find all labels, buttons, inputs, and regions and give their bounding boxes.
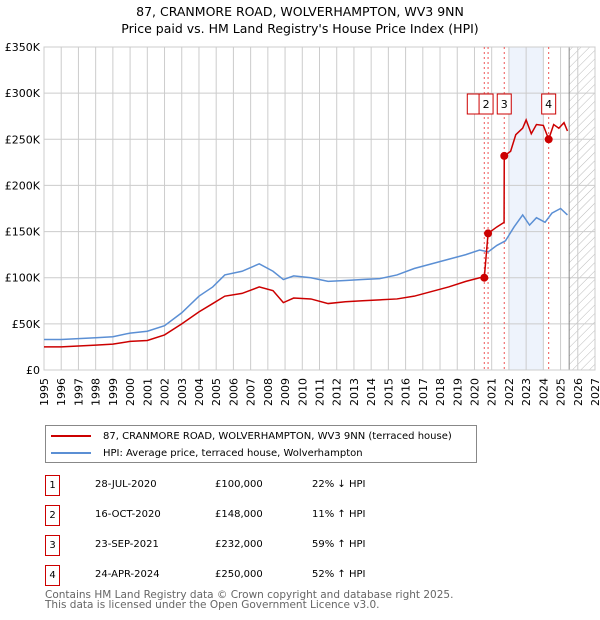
x-tick-label: 2011: [314, 378, 327, 406]
x-tick-label: 2020: [468, 378, 481, 406]
transaction-number: 1: [45, 475, 60, 496]
legend-red-label: 87, CRANMORE ROAD, WOLVERHAMPTON, WV3 9N…: [103, 430, 452, 442]
sale-label: 4: [545, 98, 552, 111]
series-line: [44, 207, 568, 341]
sale-label-box: [496, 93, 512, 115]
sale-point: [544, 135, 553, 144]
x-tick-label: 1999: [107, 378, 120, 406]
sale-point: [484, 229, 493, 238]
x-tick-label: 2018: [434, 378, 447, 406]
x-tick-label: 1997: [72, 378, 85, 406]
x-tick-label: 2024: [537, 378, 550, 406]
sale-label-box: [541, 93, 557, 115]
chart: 1995 1996 1997 1998 1999 2000 2001 2002 2003 2004…: [5, 41, 600, 406]
transaction-row: 4 24-APR-2024 £250,000 52% ↑ HPI: [45, 565, 445, 586]
x-tick-label: 2015: [382, 378, 395, 406]
legend-blue-line: [51, 452, 91, 454]
x-tick-label: 1998: [90, 378, 103, 406]
x-tick-label: 2023: [520, 378, 533, 406]
x-tick-label: 2008: [262, 378, 275, 406]
y-tick-label: £100K: [5, 272, 41, 285]
y-tick-label: £200K: [5, 179, 41, 192]
x-tick-label: 2013: [348, 378, 361, 406]
transaction-number: 3: [45, 535, 60, 556]
forecast-hatch: [569, 47, 595, 370]
x-tick-label: 2009: [279, 378, 292, 406]
sale-label: 2: [483, 98, 490, 111]
y-tick-label: £50K: [12, 318, 41, 331]
transaction-hpi: 52% ↑ HPI: [312, 569, 366, 580]
transaction-date: 24-APR-2024: [95, 569, 160, 580]
x-tick-label: 1995: [38, 378, 51, 406]
footer: Contains HM Land Registry data © Crown c…: [45, 589, 454, 611]
transaction-row: 1 28-JUL-2020 £100,000 22% ↓ HPI: [45, 475, 445, 496]
transaction-hpi: 59% ↑ HPI: [312, 539, 366, 550]
x-tick-label: 2025: [555, 378, 568, 406]
legend-red-line: [51, 435, 91, 437]
x-tick-label: 2002: [159, 378, 172, 406]
x-tick-label: 2016: [400, 378, 413, 406]
transaction-row: 3 23-SEP-2021 £232,000 59% ↑ HPI: [45, 535, 445, 556]
sale-point: [500, 151, 509, 160]
x-tick-label: 1996: [55, 378, 68, 406]
legend-blue-label: HPI: Average price, terraced house, Wolv…: [103, 447, 363, 459]
transaction-row: 2 16-OCT-2020 £148,000 11% ↑ HPI: [45, 505, 445, 526]
x-tick-label: 2012: [331, 378, 344, 406]
footer-line1: Contains HM Land Registry data © Crown c…: [45, 589, 454, 601]
x-tick-label: 2000: [124, 378, 137, 406]
x-tick-label: 2021: [486, 378, 499, 406]
y-tick-label: £300K: [5, 87, 41, 100]
transaction-hpi: 11% ↑ HPI: [312, 509, 366, 520]
y-tick-label: £0: [26, 364, 40, 377]
sale-label: 3: [501, 98, 508, 111]
transaction-date: 23-SEP-2021: [95, 539, 159, 550]
y-tick-label: £250K: [5, 133, 41, 146]
chart-title: 87, CRANMORE ROAD, WOLVERHAMPTON, WV3 9N…: [136, 4, 464, 19]
sale-point: [480, 273, 489, 282]
x-tick-label: 2006: [227, 378, 240, 406]
x-tick-label: 2007: [245, 378, 258, 406]
x-tick-label: 2003: [176, 378, 189, 406]
x-tick-label: 2004: [193, 378, 206, 406]
transaction-price: £148,000: [215, 509, 263, 520]
x-tick-label: 2027: [589, 378, 600, 406]
y-tick-label: £350K: [5, 41, 41, 54]
x-tick-label: 2005: [210, 378, 223, 406]
transaction-price: £100,000: [215, 479, 263, 490]
chart-subtitle: Price paid vs. HM Land Registry's House …: [121, 21, 479, 36]
sale-label-box: [478, 93, 494, 115]
transaction-price: £250,000: [215, 569, 263, 580]
x-tick-label: 2014: [365, 378, 378, 406]
transaction-price: £232,000: [215, 539, 263, 550]
transaction-number: 4: [45, 565, 60, 586]
plot-frame: [43, 46, 596, 371]
footer-line2: This data is licensed under the Open Gov…: [45, 599, 380, 611]
transaction-date: 16-OCT-2020: [95, 509, 161, 520]
transaction-hpi: 22% ↓ HPI: [312, 479, 366, 490]
x-tick-label: 2010: [296, 378, 309, 406]
x-tick-label: 2017: [417, 378, 430, 406]
series-line: [44, 117, 569, 348]
legend: 87, CRANMORE ROAD, WOLVERHAMPTON, WV3 9N…: [45, 425, 477, 463]
x-tick-label: 2026: [572, 378, 585, 406]
transaction-number: 2: [45, 505, 60, 526]
x-tick-label: 2019: [451, 378, 464, 406]
x-tick-label: 2022: [503, 378, 516, 406]
x-tick-label: 2001: [141, 378, 154, 406]
transaction-date: 28-JUL-2020: [95, 479, 157, 490]
y-tick-label: £150K: [5, 226, 41, 239]
